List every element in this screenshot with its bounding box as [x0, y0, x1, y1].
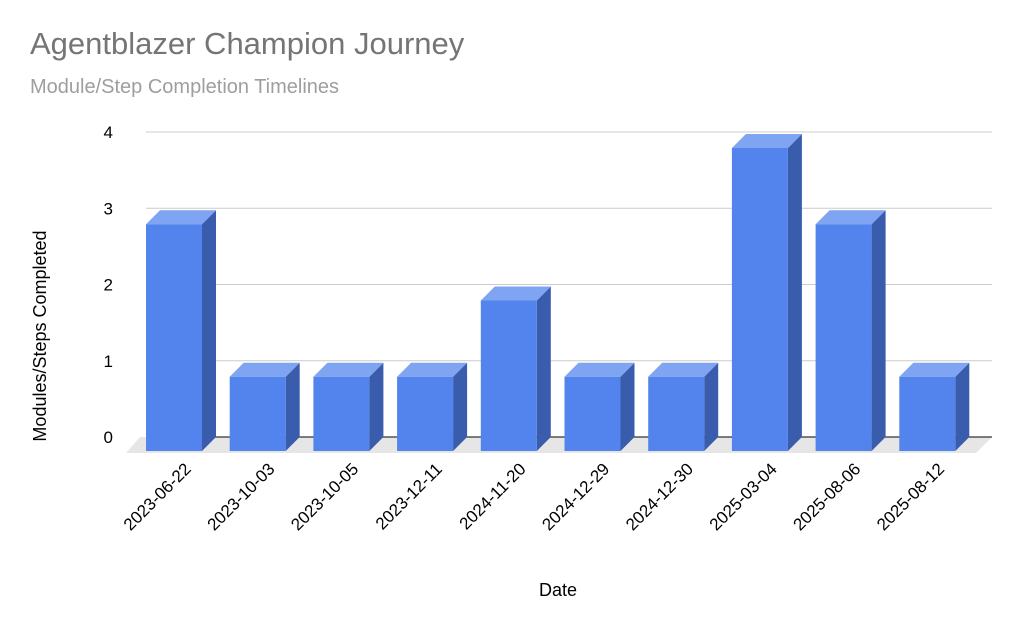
- bar-side: [704, 362, 719, 451]
- bar-top: [731, 134, 802, 148]
- bar-front: [146, 224, 202, 451]
- bar-top: [815, 210, 886, 225]
- x-axis-title: Date: [539, 580, 577, 600]
- x-tick-label: 2023-10-05: [287, 459, 362, 534]
- bar-side: [453, 362, 468, 451]
- y-tick-label: 3: [104, 199, 113, 218]
- bar-top: [480, 286, 551, 301]
- y-axis-title: Modules/Steps Completed: [30, 230, 50, 441]
- bar-side: [536, 286, 551, 451]
- bar: [146, 210, 216, 451]
- x-tick-label: 2025-08-06: [789, 459, 864, 534]
- bar-front: [229, 376, 286, 451]
- bar-side: [285, 362, 300, 451]
- bar-side: [620, 362, 635, 451]
- bar-side: [787, 134, 802, 451]
- bar: [899, 362, 970, 451]
- chart-title: Agentblazer Champion Journey: [30, 26, 465, 61]
- bar: [480, 286, 551, 451]
- y-tick-label: 2: [104, 276, 113, 295]
- bar-top: [564, 362, 635, 377]
- bar: [564, 362, 635, 451]
- x-tick-label: 2023-10-03: [204, 459, 279, 534]
- bar-top: [397, 362, 468, 377]
- bar: [397, 362, 468, 451]
- bar-top: [899, 362, 970, 377]
- y-tick-label: 4: [104, 123, 113, 142]
- x-tick-label: 2025-03-04: [706, 459, 781, 534]
- x-tick-label: 2024-12-30: [622, 459, 697, 534]
- bar: [648, 362, 719, 451]
- bar-top: [146, 210, 216, 225]
- bar-front: [480, 300, 537, 451]
- bar-front: [313, 376, 370, 451]
- y-tick-label: 0: [104, 428, 113, 447]
- x-tick-label: 2024-12-29: [538, 459, 613, 534]
- x-tick-label: 2025-08-12: [873, 459, 948, 534]
- y-tick-label: 1: [104, 352, 113, 371]
- x-tick-label: 2023-06-22: [120, 459, 195, 534]
- bar: [815, 210, 886, 451]
- bar-front: [815, 224, 872, 451]
- x-tick-label: 2023-12-11: [372, 459, 446, 533]
- bar: [229, 362, 300, 451]
- chart-subtitle: Module/Step Completion Timelines: [30, 76, 340, 98]
- bar: [731, 134, 802, 451]
- bar-top: [313, 362, 384, 377]
- bar-side: [202, 210, 216, 451]
- bar-top: [648, 362, 719, 377]
- bar-front: [397, 376, 454, 451]
- x-tick-label: 2024-11-20: [456, 459, 530, 533]
- bar-side: [369, 362, 384, 451]
- bar-side: [955, 362, 970, 451]
- bar-front: [564, 376, 621, 451]
- bar-front: [648, 376, 705, 451]
- bar-top: [229, 362, 300, 377]
- bar-side: [871, 210, 886, 451]
- bar-front: [899, 376, 956, 451]
- bar: [313, 362, 384, 451]
- bar-front: [731, 148, 788, 451]
